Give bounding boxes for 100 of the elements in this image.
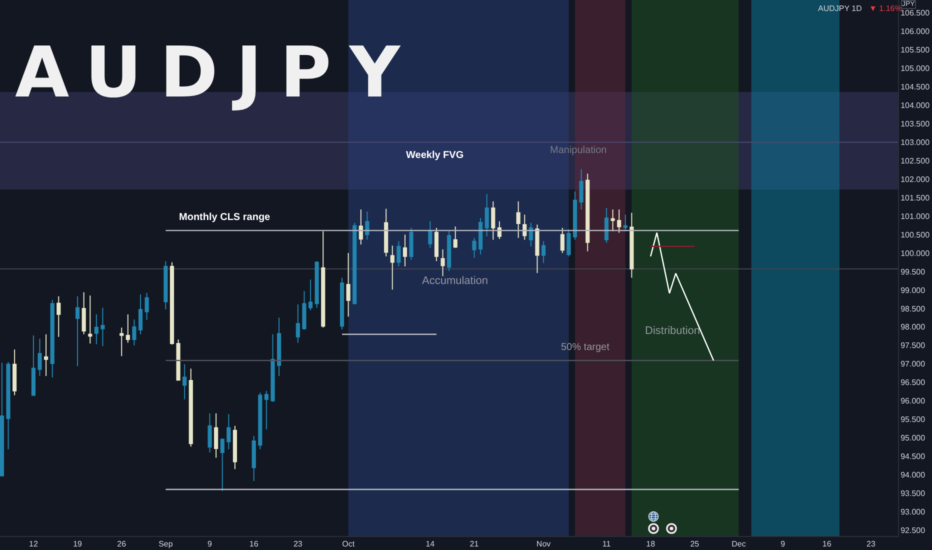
- x-tick-label: 23: [866, 540, 876, 549]
- candlestick: [44, 334, 48, 377]
- candlestick: [277, 317, 282, 377]
- candlestick: [409, 227, 414, 260]
- candlestick: [144, 292, 149, 320]
- y-tick-label: 102.500: [900, 156, 930, 166]
- candlestick: [390, 245, 394, 290]
- y-tick-label: 92.500: [900, 526, 926, 535]
- candlestick: [491, 200, 496, 240]
- y-tick-label: 103.500: [900, 120, 930, 129]
- candlestick: [352, 222, 357, 305]
- x-tick-label: 12: [28, 540, 38, 549]
- text: AUDJPY: [15, 32, 418, 114]
- x-tick-label: Nov: [536, 540, 551, 549]
- candlestick: [176, 338, 180, 381]
- candlestick: [270, 334, 275, 402]
- annotation: 50% target: [561, 342, 610, 353]
- candlestick: [182, 364, 187, 400]
- candlestick: [617, 208, 622, 234]
- candlestick: [586, 173, 590, 252]
- candlestick: [132, 319, 136, 346]
- candlestick: [31, 334, 36, 396]
- x-tick-label: 26: [117, 540, 127, 549]
- x-tick-label: 16: [249, 540, 259, 549]
- x-tick-label: 11: [602, 540, 612, 549]
- x-tick-label: 9: [780, 540, 786, 549]
- candlestick: [94, 314, 98, 345]
- y-tick-label: 104.500: [900, 82, 930, 92]
- candlestick: [630, 212, 634, 278]
- x-tick-label: 18: [646, 540, 656, 549]
- candlestick: [447, 230, 452, 272]
- candlestick: [402, 234, 408, 267]
- x-tick-label: 16: [822, 540, 832, 549]
- candlestick: [579, 168, 584, 210]
- candlestick: [252, 435, 256, 482]
- candlestick: [535, 224, 540, 274]
- candlestick: [604, 207, 609, 244]
- candlestick: [572, 190, 578, 240]
- y-tick-label: 97.000: [900, 360, 926, 369]
- candlestick: [0, 362, 4, 478]
- candlestick: [434, 227, 439, 262]
- x-tick-label: 19: [73, 540, 83, 549]
- annotation: Accumulation: [422, 275, 488, 287]
- x-tick-label: 25: [690, 540, 700, 549]
- y-tick-label: 93.000: [900, 507, 926, 516]
- candlestick: [164, 260, 168, 310]
- candlestick: [138, 294, 143, 335]
- candlestick: [484, 193, 489, 237]
- x-tick-label: 9: [208, 540, 213, 549]
- candlestick: [82, 292, 86, 335]
- candlestick: [472, 237, 476, 258]
- y-tick-label: 98.000: [900, 322, 926, 332]
- candlestick: [88, 295, 92, 344]
- y-tick-label: 106.500: [900, 8, 930, 18]
- candlestick: [220, 438, 224, 492]
- annotation: Monthly CLS range: [179, 212, 271, 223]
- candlestick: [321, 230, 326, 328]
- candlestick: [453, 226, 458, 248]
- candlestick: [365, 211, 370, 240]
- y-tick-label: 97.500: [900, 341, 926, 350]
- y-tick-label: 95.000: [900, 434, 926, 443]
- annotation: ▼ 1.16%: [869, 4, 902, 13]
- y-tick-label: 100.500: [900, 230, 930, 240]
- candlestick: [428, 220, 432, 248]
- x-tick-label: Dec: [732, 540, 746, 549]
- candlestick: [214, 412, 218, 458]
- y-tick-label: 99.500: [900, 267, 926, 276]
- candlestick: [170, 262, 174, 346]
- candlestick: [566, 228, 571, 257]
- annotation: AUDJPY 1D: [818, 4, 862, 13]
- candlestick: [296, 304, 300, 344]
- candlestick: [100, 307, 105, 347]
- y-tick-label: 94.500: [900, 452, 926, 462]
- x-tick-label: 14: [426, 540, 436, 549]
- y-tick-label: 102.000: [900, 174, 930, 184]
- candlestick: [440, 248, 445, 277]
- candlestick: [56, 296, 61, 338]
- candlestick: [340, 277, 344, 330]
- candlestick: [302, 290, 306, 330]
- annotation: Manipulation: [550, 145, 607, 156]
- candlestick: [497, 220, 502, 240]
- y-tick-label: 93.500: [900, 488, 926, 498]
- x-tick-label: Sep: [158, 540, 174, 549]
- y-tick-label: 98.500: [900, 304, 926, 314]
- y-tick-label: 105.500: [900, 46, 930, 55]
- y-tick-label: 99.000: [900, 286, 926, 295]
- y-tick-label: 106.000: [900, 27, 930, 36]
- y-tick-label: 94.000: [900, 470, 926, 480]
- candlestick: [126, 314, 130, 344]
- candlestick: [396, 240, 401, 267]
- x-tick-label: 23: [293, 540, 303, 549]
- candlestick: [232, 425, 238, 470]
- y-tick-label: 100.000: [900, 248, 930, 258]
- candlestick: [623, 214, 628, 232]
- candlestick: [541, 240, 546, 264]
- candlestick: [478, 217, 483, 256]
- candlestick: [6, 362, 10, 450]
- x-tick-label: 21: [470, 540, 480, 549]
- y-tick-label: 96.000: [900, 396, 926, 406]
- candlestick: [308, 279, 313, 311]
